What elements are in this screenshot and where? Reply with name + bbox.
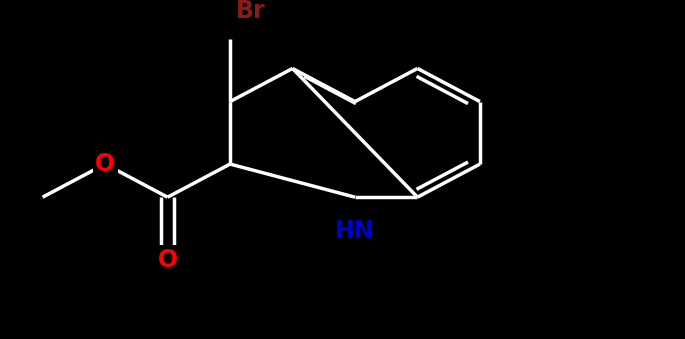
Text: HN: HN [335,219,375,243]
Text: Br: Br [236,0,266,23]
Text: O: O [158,248,177,272]
Text: O: O [95,152,115,176]
